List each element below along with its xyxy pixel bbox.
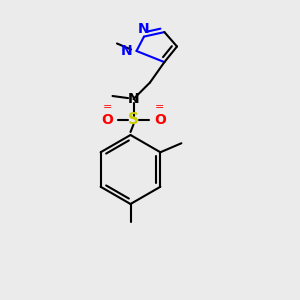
Text: N: N	[128, 92, 139, 106]
Text: N: N	[138, 22, 150, 36]
Text: O: O	[154, 113, 166, 127]
Text: N: N	[121, 44, 133, 58]
Text: =: =	[155, 102, 165, 112]
Text: =: =	[102, 102, 112, 112]
Text: S: S	[128, 112, 139, 128]
Text: O: O	[101, 113, 113, 127]
